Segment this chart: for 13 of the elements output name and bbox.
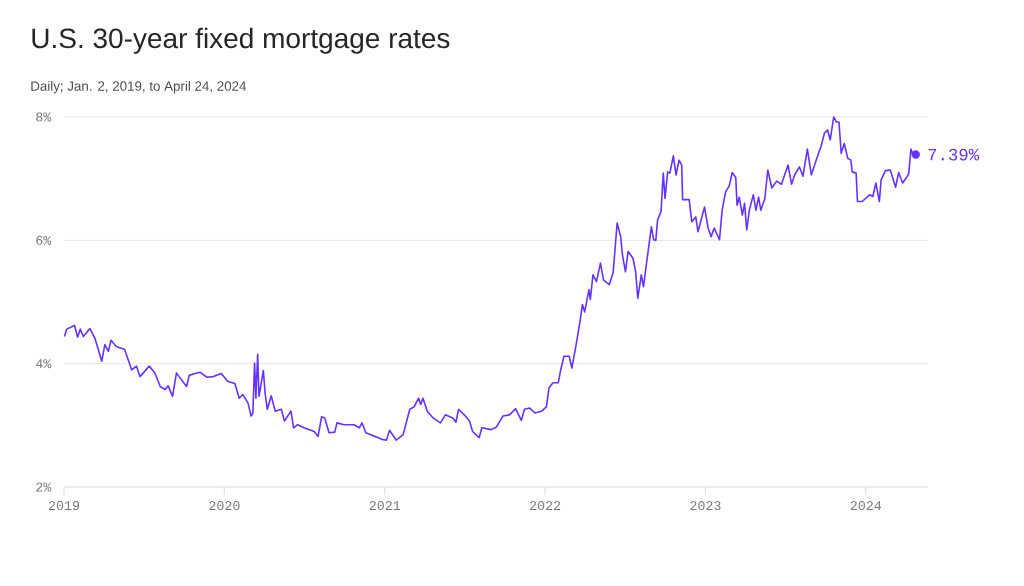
annotation: 7.39%: [928, 148, 980, 161]
x-tick-label: 2022: [530, 501, 561, 511]
y-tick-label: 4%: [35, 359, 52, 369]
x-tick-label: 2020: [209, 501, 240, 511]
y-tick-label: 2%: [36, 482, 52, 492]
chart-subtitle: Daily; Jan. 2, 2019, to April 24, 2024: [31, 81, 247, 94]
y-tick-label: 6%: [36, 235, 52, 245]
x-tick-label: 2021: [369, 501, 401, 511]
chart-title: U.S. 30-year fixed mortgage rates: [32, 27, 450, 54]
x-tick-label: 2019: [48, 501, 80, 511]
x-tick-label: 2023: [690, 501, 721, 511]
x-tick-label: 2024: [850, 501, 882, 511]
y-tick-label: 8%: [36, 112, 52, 122]
